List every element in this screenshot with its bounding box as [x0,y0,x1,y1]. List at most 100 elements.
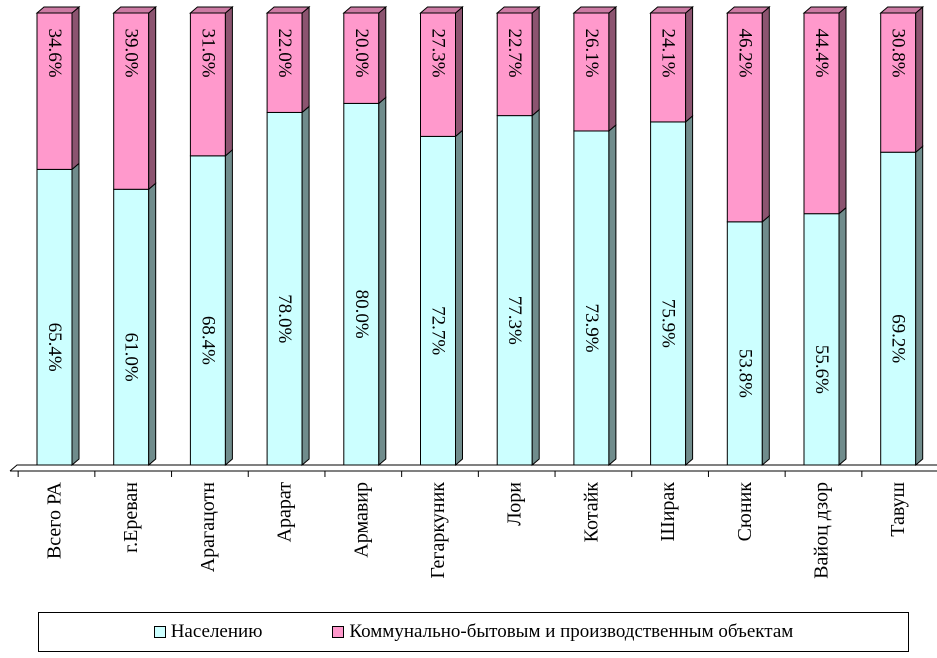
bar-front [113,188,150,466]
legend-swatch-series-2 [332,626,345,638]
bar-2-5 [342,5,388,105]
bar-side [224,148,233,467]
bar-front [573,130,610,466]
bar-side [71,162,80,467]
bar-side [838,5,847,215]
bar-front [803,213,840,466]
bar-2-11 [802,5,848,215]
bar-side [761,5,770,223]
bar-front [650,121,687,466]
bar-front [496,115,533,466]
bar-side [378,96,387,467]
bar-front [496,12,533,117]
bar-1-6 [420,129,463,467]
x-tick-label-11: Вайоц дзор [811,482,833,579]
bar-side [301,105,310,467]
data-label-2-10: 46.2% [734,28,755,77]
x-tick-label-5: Армавир [350,482,372,558]
bar-2-4 [265,5,311,114]
x-tick-label-4: Арарат [274,482,296,543]
data-label-1-12: 69.2% [888,314,909,363]
data-label-1-11: 55.6% [811,345,832,394]
legend-label-series-2: Коммунально-бытовым и производственным о… [349,621,794,642]
bar-side [531,108,540,467]
data-label-2-5: 20.0% [351,28,372,77]
bar-top [879,6,925,14]
bar-side [608,5,617,133]
bar-front [189,12,226,157]
bar-1-9 [650,114,694,467]
x-tick-label-10: Сюник [734,482,756,542]
x-tick-label-12: Тавуш [887,481,909,536]
bar-1-1 [36,162,80,467]
x-tick-label-7: Лори [504,482,526,526]
bar-front [36,168,73,466]
bar-side [455,129,463,467]
x-tick-label-8: Котайк [580,482,602,543]
bar-front [343,102,380,466]
bar-front [113,12,150,190]
data-label-1-4: 78.0% [274,294,295,343]
data-label-1-1: 65.4% [44,323,65,372]
data-label-2-6: 27.3% [428,28,449,77]
x-tick-label-9: Ширак [657,482,679,542]
bar-front [880,151,917,466]
bar-top [342,6,388,14]
bar-front [650,12,687,123]
data-label-2-9: 24.1% [658,28,679,77]
legend-swatch-series-1 [153,626,166,638]
bar-2-6 [419,5,464,138]
x-axis: Всего РА г.Ереван Арагацотн Арарат Армавир Ге… [17,471,909,579]
data-labels-group: 65.4% 34.6% 61.0% 39.0% 68.4% 31.6% 78.0% 22.0%… [44,28,909,398]
data-label-2-2: 39.0% [121,28,142,77]
bar-1-2 [113,182,157,467]
bars-group [35,5,925,467]
data-label-2-11: 44.4% [811,28,832,77]
bar-side [915,145,924,467]
bar-2-8 [572,5,618,133]
bar-1-11 [803,206,847,467]
data-label-2-12: 30.8% [888,28,909,77]
bar-1-4 [266,105,310,467]
bar-side [148,5,157,191]
bar-side [531,5,540,117]
bar-side [455,5,463,138]
bar-top [35,6,81,14]
bar-side [301,5,310,114]
bar-2-3 [189,5,234,157]
bar-side [685,114,694,467]
bar-top [725,6,771,14]
data-label-1-5: 80.0% [351,290,372,339]
legend-label-series-1: Населению [170,621,263,642]
bar-top [265,6,311,14]
bar-side [838,206,847,467]
bar-2-10 [725,5,771,223]
x-tick-label-2: г.Ереван [120,482,142,553]
legend-item-kommunalno: Коммунально-бытовым и производственным о… [332,621,793,643]
data-label-2-1: 34.6% [44,28,65,77]
bar-1-10 [726,214,770,467]
x-tick-label-1: Всего РА [44,481,66,559]
data-label-1-10: 53.8% [734,349,755,398]
bar-top [419,6,464,14]
stacked-bar-chart: 65.4% 34.6% 61.0% 39.0% 68.4% 31.6% 78.0% 22.0%… [9,5,937,579]
bar-front [189,155,226,466]
floor-back-edge [9,464,937,472]
bar-side [608,123,617,467]
data-label-1-7: 77.3% [504,296,525,345]
bar-1-3 [189,148,233,467]
x-tick-label-3: Арагацотн [197,482,219,573]
bar-top [495,6,541,14]
bar-2-2 [112,5,158,191]
bar-side [685,5,694,124]
bar-2-1 [35,5,81,171]
data-label-1-3: 68.4% [197,316,218,365]
bar-side [378,5,387,105]
data-label-1-9: 75.9% [658,299,679,348]
bar-front [420,135,456,466]
legend: Населению Коммунально-бытовым и производ… [38,612,909,652]
bar-2-7 [495,5,541,117]
data-label-2-3: 31.6% [197,28,218,77]
data-label-2-7: 22.7% [504,28,525,77]
bar-front [803,12,840,215]
